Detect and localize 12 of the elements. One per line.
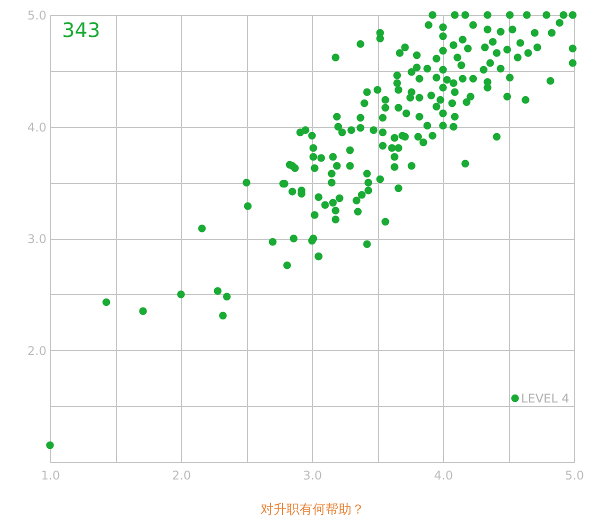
x-axis-title: 对升职有何帮助？ bbox=[260, 502, 364, 518]
y-tick-label: 2.0 bbox=[27, 344, 46, 358]
x-tick-label: 1.0 bbox=[40, 468, 60, 482]
y-tick-label: 5.0 bbox=[27, 8, 46, 22]
x-tick-label: 4.0 bbox=[434, 468, 454, 482]
y-tick-label: 4.0 bbox=[27, 120, 46, 134]
y-tick-label: 3.0 bbox=[27, 232, 46, 246]
annotation: LEVEL 4 bbox=[521, 391, 570, 406]
x-tick-label: 5.0 bbox=[564, 468, 584, 482]
x-tick-label: 2.0 bbox=[172, 468, 192, 482]
x-tick-label: 3.0 bbox=[302, 468, 322, 482]
annotation: 343 bbox=[62, 18, 100, 42]
